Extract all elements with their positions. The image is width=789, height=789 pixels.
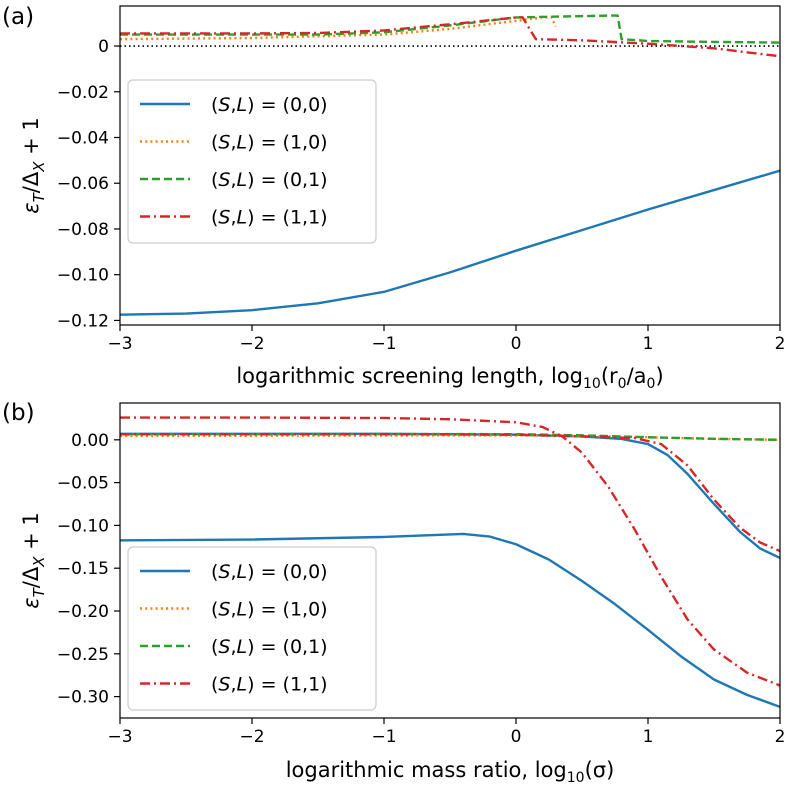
x-tick-label: −1 xyxy=(371,727,396,747)
legend-label: (S,L) = (1,1) xyxy=(211,674,328,696)
x-tick-label: −2 xyxy=(239,727,264,747)
legend-label: (S,L) = (1,0) xyxy=(211,132,328,154)
x-tick-label: −3 xyxy=(107,334,132,354)
y-tick-label: −0.05 xyxy=(57,474,109,494)
y-tick-label: −0.25 xyxy=(57,645,109,665)
y-tick-label: −0.06 xyxy=(57,174,109,194)
panel-tag: (b) xyxy=(2,400,35,426)
legend: (S,L) = (0,0) (S,L) = (1,0) (S,L) = (0,1) (… xyxy=(127,546,377,711)
x-tick-label: 0 xyxy=(511,334,522,354)
x-axis-label: logarithmic screening length, log10(r0/a… xyxy=(236,364,663,392)
series-line-3 xyxy=(120,16,780,58)
legend-label: (S,L) = (0,1) xyxy=(211,169,328,191)
series-line-3 xyxy=(120,432,780,442)
y-tick-label: −0.30 xyxy=(57,688,109,708)
series-line-4 xyxy=(120,416,780,687)
legend-box xyxy=(127,546,377,711)
axes-frame xyxy=(119,5,781,326)
panel-tag: (a) xyxy=(2,4,34,30)
series-line-0 xyxy=(120,532,780,708)
legend-label: (S,L) = (1,1) xyxy=(211,207,328,229)
y-tick-label: −0.20 xyxy=(57,602,109,622)
y-axis-label: εT/ΔX + 1 xyxy=(19,512,48,609)
y-tick-label: −0.08 xyxy=(57,220,109,240)
y-tick-label: 0.00 xyxy=(71,431,109,451)
legend-label: (S,L) = (0,1) xyxy=(211,636,328,658)
x-axis-label: logarithmic mass ratio, log10(σ) xyxy=(286,758,615,786)
series-line-2 xyxy=(120,14,780,44)
axes-frame xyxy=(119,402,781,719)
legend-label: (S,L) = (0,0) xyxy=(211,94,328,116)
series-line-0 xyxy=(120,169,780,316)
legend-label: (S,L) = (1,0) xyxy=(211,599,328,621)
y-tick-label: −0.02 xyxy=(57,83,109,103)
series-line-1 xyxy=(120,16,557,41)
y-tick-label: −0.12 xyxy=(57,311,109,331)
y-tick-label: 0 xyxy=(98,37,109,57)
x-tick-label: 1 xyxy=(643,334,654,354)
x-tick-label: −3 xyxy=(107,727,132,747)
x-tick-label: −1 xyxy=(371,334,396,354)
x-tick-label: 1 xyxy=(643,727,654,747)
x-tick-label: 2 xyxy=(775,334,786,354)
x-tick-label: 0 xyxy=(511,727,522,747)
y-tick-label: −0.10 xyxy=(57,266,109,286)
y-tick-label: −0.15 xyxy=(57,559,109,579)
legend: (S,L) = (0,0) (S,L) = (1,0) (S,L) = (0,1) (… xyxy=(127,79,377,244)
series-line-2 xyxy=(120,434,780,442)
panel-a: −3 −2 −1 0 1 2 0 −0.02 −0.04 −0.06 −0.08 −0.10 −0.12… xyxy=(2,4,785,392)
y-tick-label: −0.04 xyxy=(57,128,109,148)
legend-label: (S,L) = (0,0) xyxy=(211,561,328,583)
panel-b: −3 −2 −1 0 1 2 0.00 −0.05 −0.10 −0.15 −0.20 −0.25 −0… xyxy=(2,400,785,786)
legend-box xyxy=(127,79,377,244)
series-line-5 xyxy=(120,433,780,553)
y-axis-label: εT/ΔX + 1 xyxy=(19,117,48,214)
x-tick-label: 2 xyxy=(775,727,786,747)
y-tick-label: −0.10 xyxy=(57,516,109,536)
x-tick-label: −2 xyxy=(239,334,264,354)
